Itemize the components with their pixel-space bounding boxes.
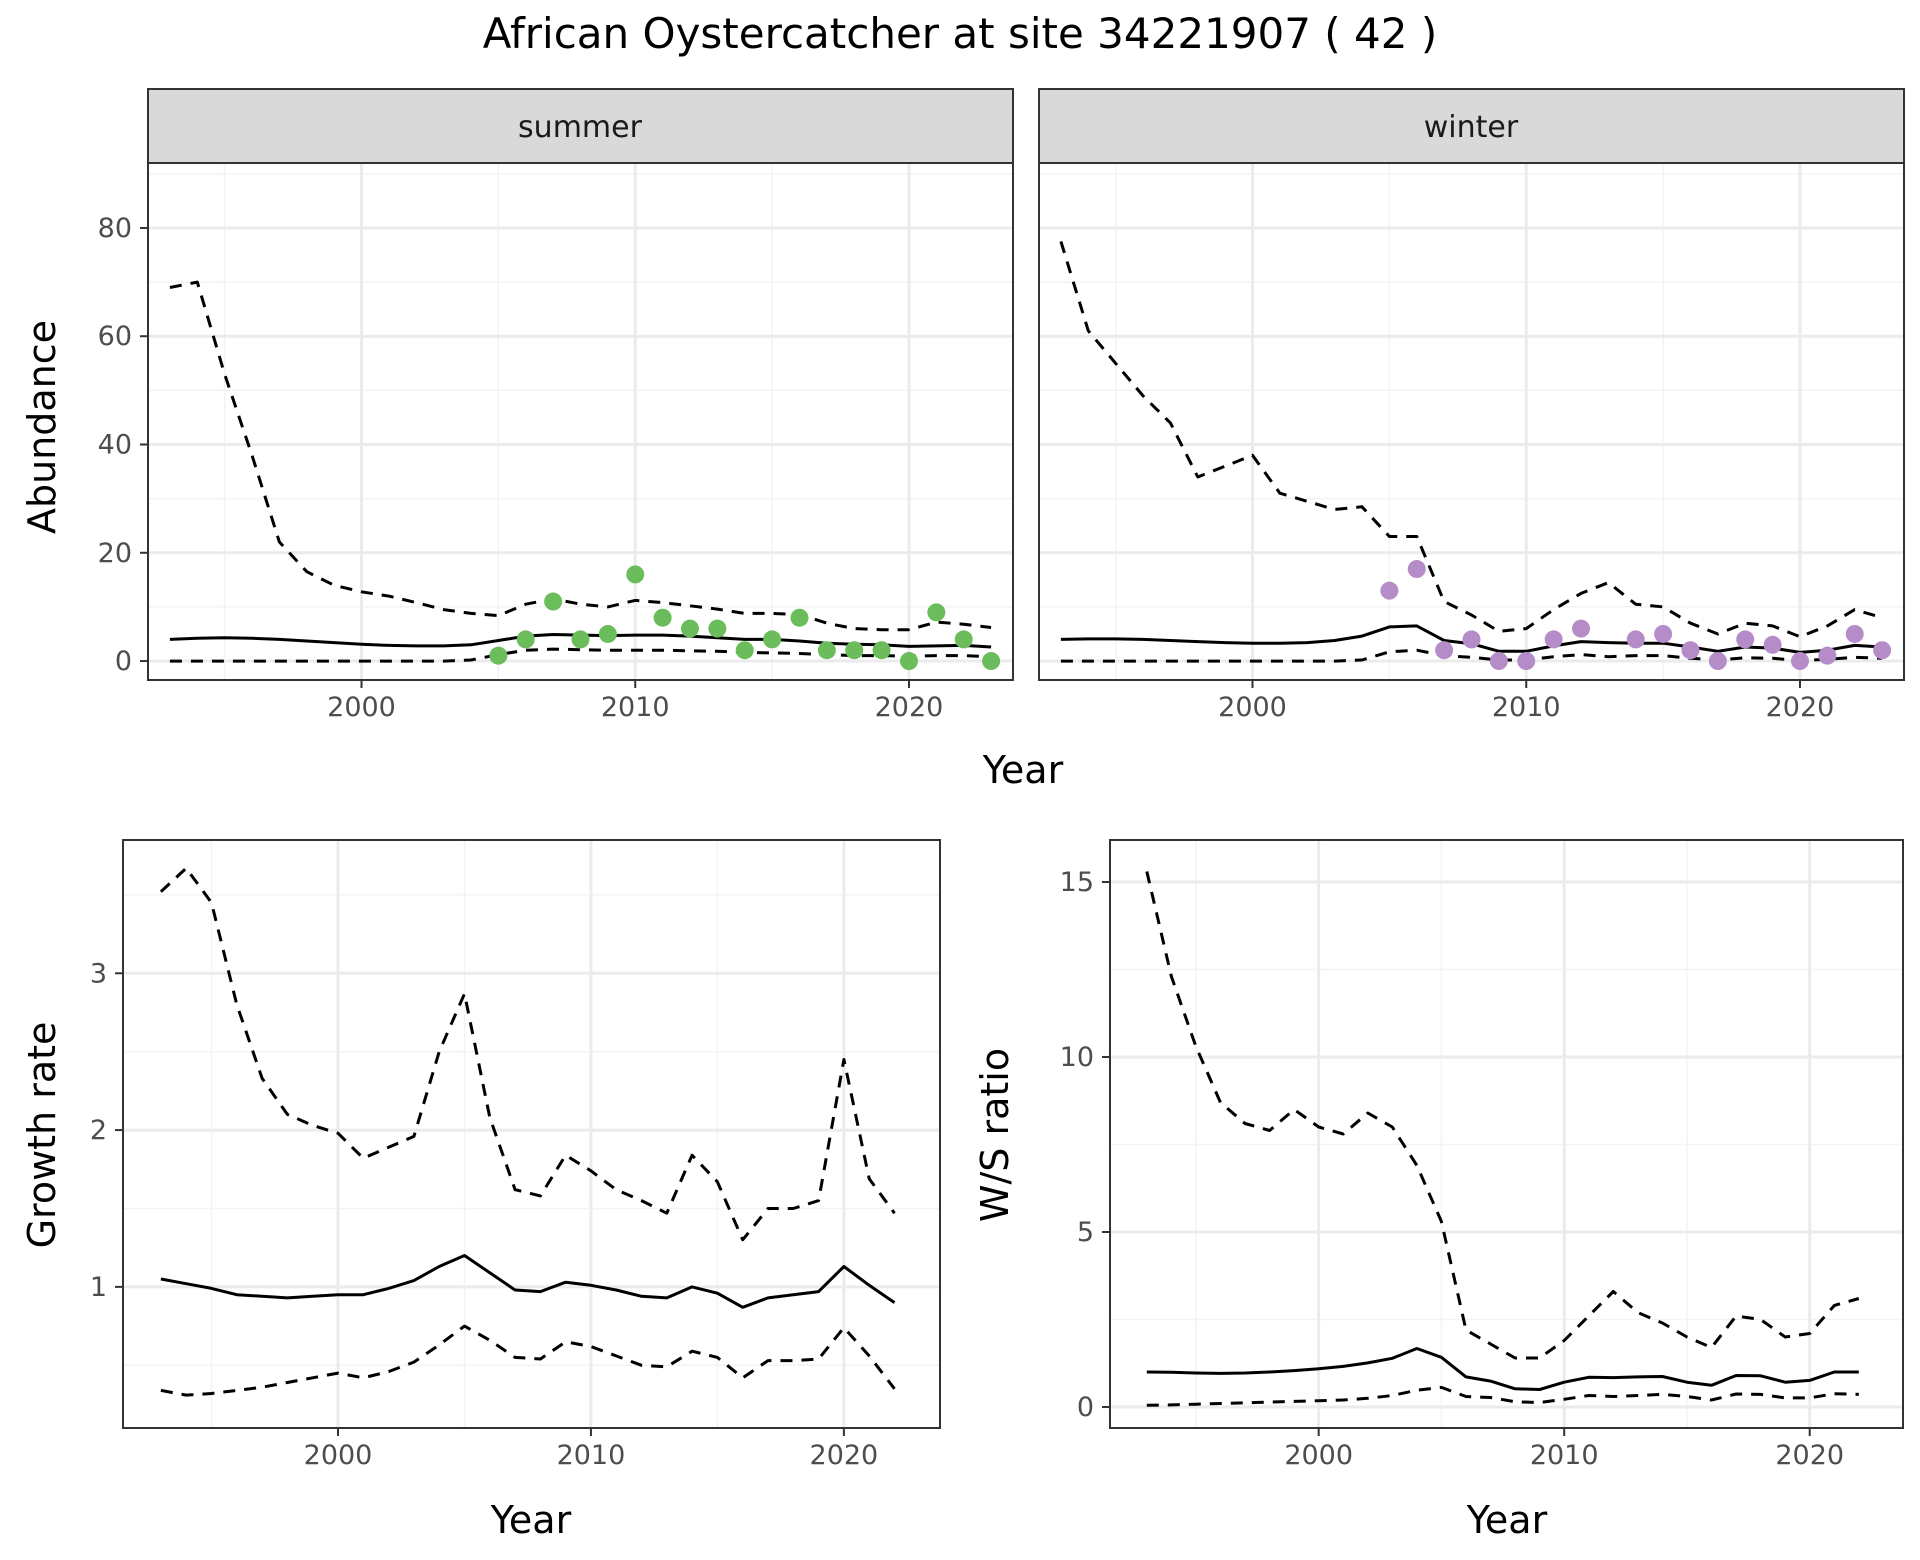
ws-y-tick-label-5: 5	[1077, 1217, 1094, 1248]
winter-point-2007	[1435, 641, 1454, 660]
summer-point-2011	[653, 608, 672, 627]
winter-point-2014	[1626, 630, 1645, 649]
winter-point-2018	[1736, 630, 1755, 649]
ws-x-tick-label-2000: 2000	[1284, 1440, 1353, 1471]
summer-point-2015	[763, 630, 782, 649]
growth-plot-area	[123, 840, 940, 1428]
summer-point-2010	[626, 565, 645, 584]
winter-point-2023	[1873, 641, 1892, 660]
summer-plot-area	[148, 163, 1013, 680]
winter-point-2020	[1790, 652, 1809, 671]
winter-point-2006	[1407, 560, 1426, 579]
winter-upper-line	[1059, 241, 1883, 639]
summer-point-2018	[845, 641, 864, 660]
summer-point-2006	[516, 630, 535, 649]
growth-panel: 2000 2010 2020 1 2 3	[90, 839, 941, 1471]
summer-y-tick-label-40: 40	[98, 430, 132, 461]
winter-x-tick-label-2000: 2000	[1218, 692, 1287, 723]
winter-point-2005	[1380, 581, 1399, 600]
summer-point-2021	[927, 603, 946, 622]
growth-y-tick-label-1: 1	[90, 1272, 107, 1303]
ws-estimate-line	[1146, 1347, 1859, 1391]
ws-y-tick-label-15: 15	[1060, 867, 1094, 898]
winter-panel: 2000 2010 2020	[1038, 162, 1905, 723]
summer-point-2016	[790, 608, 809, 627]
top-row-x-axis-title: Year	[982, 748, 1064, 792]
winter-point-2010	[1517, 652, 1536, 671]
summer-x-tick-label-2020: 2020	[875, 692, 944, 723]
summer-upper-line	[169, 280, 992, 632]
growth-panel-border	[122, 839, 941, 1429]
summer-y-tick-label-20: 20	[98, 538, 132, 569]
summer-y-tick-label-60: 60	[98, 321, 132, 352]
figure-title: African Oystercatcher at site 34221907 (…	[483, 9, 1437, 58]
summer-point-2017	[817, 641, 836, 660]
winter-point-2021	[1818, 646, 1837, 665]
growth-y-tick-label-3: 3	[90, 958, 107, 989]
growth-x-tick-label-2010: 2010	[557, 1440, 626, 1471]
summer-point-2019	[872, 641, 891, 660]
ws-lower-line	[1146, 1385, 1859, 1407]
strip-winter	[1038, 88, 1905, 164]
winter-point-2009	[1489, 652, 1508, 671]
ws-x-tick-label-2010: 2010	[1530, 1440, 1599, 1471]
ws-y-axis-title: W/S ratio	[973, 1048, 1017, 1222]
summer-panel-border	[147, 162, 1014, 681]
growth-y-axis-title: Growth rate	[20, 1022, 64, 1249]
summer-panel: 2000 2010 2020 0 20 40 60 80	[98, 162, 1014, 723]
summer-point-2007	[544, 592, 563, 611]
winter-x-tick-label-2010: 2010	[1492, 692, 1561, 723]
ws-y-tick-label-10: 10	[1060, 1042, 1094, 1073]
ws-y-tick-label-0: 0	[1077, 1392, 1094, 1423]
winter-point-2019	[1763, 635, 1782, 654]
winter-point-2008	[1462, 630, 1481, 649]
winter-point-2012	[1571, 619, 1590, 638]
growth-upper-line	[159, 866, 896, 1242]
summer-point-2008	[571, 630, 590, 649]
winter-point-2017	[1708, 652, 1727, 671]
winter-x-tick-label-2020: 2020	[1766, 692, 1835, 723]
winter-lower-line	[1060, 648, 1883, 663]
ws-panel: 2000 2010 2020 0 5 10 15	[1060, 839, 1904, 1471]
winter-panel-border	[1038, 162, 1905, 681]
ws-panel-border	[1109, 839, 1904, 1429]
summer-x-tick-label-2000: 2000	[327, 692, 396, 723]
winter-point-2011	[1544, 630, 1563, 649]
ws-x-axis-title: Year	[1466, 1498, 1548, 1542]
strip-summer-label: summer	[518, 110, 643, 145]
ws-x-tick-label-2020: 2020	[1775, 1440, 1844, 1471]
summer-y-tick-label-80: 80	[98, 213, 132, 244]
summer-point-2013	[708, 619, 727, 638]
summer-point-2005	[489, 646, 508, 665]
summer-point-2012	[680, 619, 699, 638]
summer-point-2020	[899, 652, 918, 671]
summer-point-2014	[735, 641, 754, 660]
growth-x-tick-label-2000: 2000	[304, 1440, 373, 1471]
winter-point-2015	[1654, 624, 1673, 643]
summer-y-tick-label-0: 0	[115, 646, 132, 677]
top-row-y-axis-title: Abundance	[20, 320, 64, 534]
ws-plot-area	[1110, 840, 1903, 1428]
summer-point-2022	[954, 630, 973, 649]
summer-lower-line	[169, 647, 992, 663]
strip-winter-label: winter	[1424, 110, 1519, 145]
ws-upper-line	[1145, 871, 1860, 1360]
summer-x-tick-label-2010: 2010	[601, 692, 670, 723]
winter-plot-area	[1039, 163, 1904, 680]
winter-point-2022	[1845, 624, 1864, 643]
strip-summer	[147, 88, 1014, 164]
growth-estimate-line	[160, 1254, 896, 1309]
winter-point-2016	[1681, 641, 1700, 660]
summer-point-2023	[982, 652, 1001, 671]
growth-y-tick-label-2: 2	[90, 1115, 107, 1146]
growth-x-axis-title: Year	[490, 1498, 572, 1542]
summer-point-2009	[598, 624, 617, 643]
growth-x-tick-label-2020: 2020	[810, 1440, 879, 1471]
